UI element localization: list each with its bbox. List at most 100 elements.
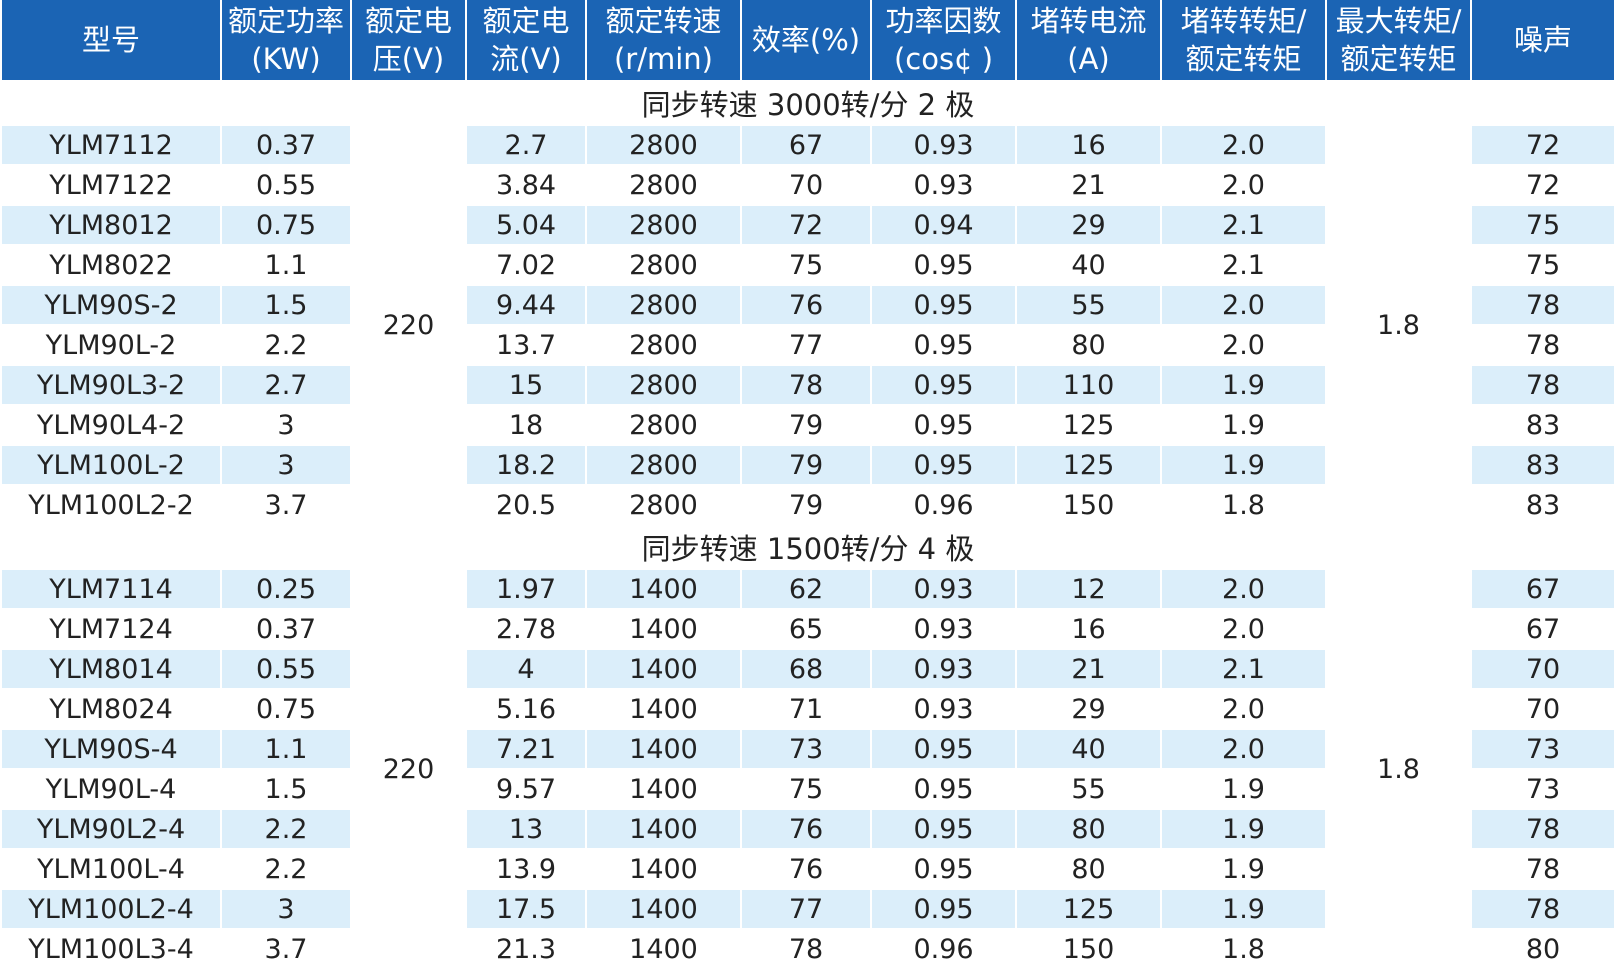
locked-torque-cell: 1.9 [1160,889,1327,930]
section-title: 同步转速 1500转/分 4 极 [1,525,1614,570]
efficiency-cell: 79 [740,405,872,446]
locked-current-cell: 80 [1015,809,1162,850]
header-locked-current: 堵转电流 (A) [1015,0,1162,82]
power-factor-cell: 0.94 [870,205,1017,246]
model-cell: YLM90S-2 [0,285,222,326]
speed-cell: 2800 [585,245,742,286]
current-cell: 15 [465,365,587,406]
locked-current-cell: 125 [1015,889,1162,930]
table-row: YLM8012 0.75 5.04 2800 72 0.94 29 2.1 75 [0,205,1614,246]
noise-cell: 72 [1470,165,1614,206]
max-torque-ratio-cell: 1.8 [1325,569,1472,970]
locked-torque-cell: 2.0 [1160,689,1327,730]
power-factor-cell: 0.95 [870,889,1017,930]
speed-cell: 1400 [585,809,742,850]
power-cell: 0.25 [220,569,352,610]
locked-torque-cell: 2.0 [1160,609,1327,650]
power-factor-cell: 0.95 [870,365,1017,406]
header-model: 型号 [0,0,222,82]
power-cell: 2.2 [220,325,352,366]
noise-cell: 67 [1470,609,1614,650]
current-cell: 2.78 [465,609,587,650]
current-cell: 5.04 [465,205,587,246]
speed-cell: 2800 [585,445,742,486]
power-factor-cell: 0.95 [870,245,1017,286]
table-row: YLM7114 0.25 220 1.97 1400 62 0.93 12 2.0 1.8 67 [0,569,1614,970]
speed-cell: 2800 [585,165,742,206]
noise-cell: 75 [1470,245,1614,286]
power-cell: 0.55 [220,165,352,206]
header-rated-speed: 额定转速 (r/min) [585,0,742,82]
header-noise: 噪声 [1470,0,1614,82]
locked-torque-cell: 1.9 [1160,365,1327,406]
locked-current-cell: 16 [1015,609,1162,650]
table-row: YLM100L-4 2.2 13.9 1400 76 0.95 80 1.9 78 [0,849,1614,890]
current-cell: 3.84 [465,165,587,206]
locked-current-cell: 29 [1015,205,1162,246]
header-rated-power: 额定功率 (KW) [220,0,352,82]
efficiency-cell: 78 [740,929,872,970]
speed-cell: 1400 [585,889,742,930]
noise-cell: 78 [1470,325,1614,366]
locked-current-cell: 55 [1015,285,1162,326]
efficiency-cell: 77 [740,325,872,366]
speed-cell: 1400 [585,689,742,730]
efficiency-cell: 76 [740,809,872,850]
noise-cell: 70 [1470,689,1614,730]
model-cell: YLM90L4-2 [0,405,222,446]
locked-torque-cell: 2.1 [1160,205,1327,246]
locked-current-cell: 80 [1015,849,1162,890]
header-row: 型号 额定功率 (KW) 额定电 压(V) 额定电 流(V) 额定转速 (r/min) … [0,0,1614,82]
speed-cell: 1400 [585,769,742,810]
locked-current-cell: 125 [1015,405,1162,446]
locked-torque-cell: 2.0 [1160,285,1327,326]
current-cell: 9.44 [465,285,587,326]
power-factor-cell: 0.95 [870,285,1017,326]
noise-cell: 78 [1470,285,1614,326]
efficiency-cell: 71 [740,689,872,730]
noise-cell: 83 [1470,405,1614,446]
power-factor-cell: 0.93 [870,609,1017,650]
table-row: YLM8024 0.75 5.16 1400 71 0.93 29 2.0 70 [0,689,1614,730]
locked-current-cell: 80 [1015,325,1162,366]
power-cell: 2.2 [220,849,352,890]
model-cell: YLM100L2-4 [0,889,222,930]
locked-torque-cell: 2.1 [1160,649,1327,690]
table-row: YLM90L3-2 2.7 15 2800 78 0.95 110 1.9 78 [0,365,1614,406]
power-cell: 3 [220,405,352,446]
power-factor-cell: 0.93 [870,165,1017,206]
power-cell: 1.1 [220,729,352,770]
table-row: YLM100L-2 3 18.2 2800 79 0.95 125 1.9 83 [0,445,1614,486]
noise-cell: 73 [1470,729,1614,770]
max-torque-ratio-cell: 1.8 [1325,125,1472,526]
locked-torque-cell: 2.0 [1160,325,1327,366]
noise-cell: 80 [1470,929,1614,970]
speed-cell: 2800 [585,485,742,526]
locked-torque-cell: 2.0 [1160,165,1327,206]
model-cell: YLM90S-4 [0,729,222,770]
section-title-row: 同步转速 3000转/分 2 极 [1,81,1614,126]
efficiency-cell: 72 [740,205,872,246]
model-cell: YLM90L2-4 [0,809,222,850]
model-cell: YLM8014 [0,649,222,690]
model-cell: YLM7124 [0,609,222,650]
power-cell: 2.7 [220,365,352,406]
locked-torque-cell: 1.9 [1160,849,1327,890]
locked-current-cell: 150 [1015,485,1162,526]
header-rated-voltage: 额定电 压(V) [350,0,467,82]
current-cell: 17.5 [465,889,587,930]
efficiency-cell: 73 [740,729,872,770]
efficiency-cell: 70 [740,165,872,206]
current-cell: 18.2 [465,445,587,486]
power-factor-cell: 0.95 [870,849,1017,890]
efficiency-cell: 79 [740,485,872,526]
power-cell: 0.37 [220,609,352,650]
current-cell: 18 [465,405,587,446]
locked-torque-cell: 1.9 [1160,445,1327,486]
model-cell: YLM100L-4 [0,849,222,890]
locked-current-cell: 12 [1015,569,1162,610]
efficiency-cell: 75 [740,769,872,810]
noise-cell: 78 [1470,365,1614,406]
efficiency-cell: 68 [740,649,872,690]
table-row: YLM7112 0.37 220 2.7 2800 67 0.93 16 2.0 1.8 72 [0,125,1614,526]
